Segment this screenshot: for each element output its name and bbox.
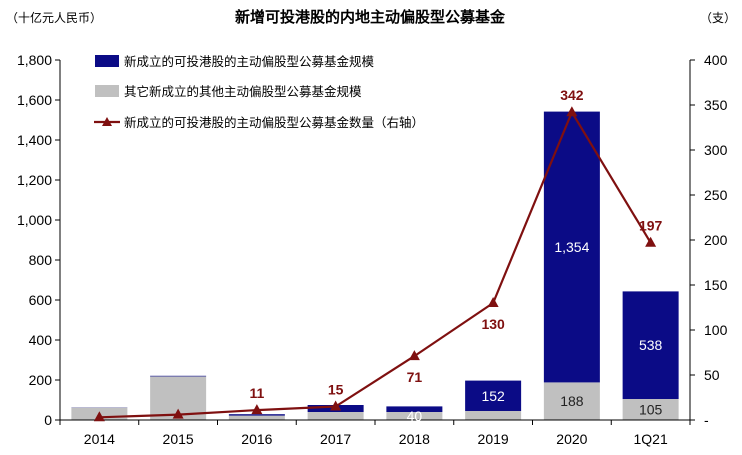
bar-bottom-2018 <box>386 412 443 420</box>
right-tick-label: 400 <box>704 52 728 68</box>
bar-bottom-2017 <box>307 412 364 420</box>
x-tick-label: 2016 <box>241 431 272 447</box>
legend-label-bottom-bar: 其它新成立的其他主动偏股型公募基金规模 <box>124 84 362 99</box>
line-data-label-1Q21: 197 <box>639 218 663 234</box>
x-tick-label: 2020 <box>556 431 587 447</box>
bar-top-2016 <box>228 414 285 416</box>
x-tick-label: 2018 <box>399 431 430 447</box>
legend-swatch-top-bar <box>95 55 119 67</box>
data-labels-layer: 11 15 71 130 342 197 152 1,354 538 40 188 105 <box>249 87 662 424</box>
bar-bottom-data-label-2020: 188 <box>560 393 584 409</box>
right-tick-label: 250 <box>704 187 728 203</box>
bar-bottom-data-label-1Q21: 105 <box>639 402 663 418</box>
right-tick-label: 50 <box>704 367 720 383</box>
line-data-label-2019: 130 <box>481 316 505 332</box>
bar-top-data-label-2020: 1,354 <box>554 239 589 255</box>
bar-bottom-data-label-2018: 40 <box>407 408 423 424</box>
line-marker-2018 <box>408 350 420 361</box>
line-data-label-2018: 71 <box>407 369 423 385</box>
legend-label-top-bar: 新成立的可投港股的主动偏股型公募基金规模 <box>124 54 375 69</box>
bar-bottom-1Q21 <box>622 399 679 420</box>
right-tick-label: 350 <box>704 97 728 113</box>
right-tick-label: 100 <box>704 322 728 338</box>
x-tick-label: 1Q21 <box>634 431 668 447</box>
axes-layer: 0 200 400 600 800 1,000 1,200 1,400 1,600 1,800 - 5… <box>17 52 728 447</box>
left-tick-label: 1,000 <box>17 212 52 228</box>
line-data-label-2016: 11 <box>249 385 264 401</box>
right-tick-label: - <box>704 412 709 428</box>
bar-bottom-2020 <box>543 382 600 420</box>
line-marker-2016 <box>251 404 263 415</box>
line-series-count <box>99 111 652 419</box>
left-tick-label: 400 <box>29 332 53 348</box>
line-marker-1Q21 <box>645 236 657 247</box>
line-marker-2019 <box>487 297 499 307</box>
left-tick-label: 1,800 <box>17 52 52 68</box>
bar-top-2018 <box>386 406 443 412</box>
bars-layer <box>71 111 679 420</box>
left-tick-label: 600 <box>29 292 53 308</box>
legend-swatch-bottom-bar <box>95 85 119 97</box>
legend-label-line: 新成立的可投港股的主动偏股型公募基金数量（右轴） <box>124 115 424 130</box>
left-tick-label: 1,600 <box>17 92 52 108</box>
bar-bottom-2019 <box>465 411 522 420</box>
right-tick-label: 300 <box>704 142 728 158</box>
bar-top-2015 <box>150 375 207 377</box>
x-tick-label: 2015 <box>163 431 194 447</box>
legend: 新成立的可投港股的主动偏股型公募基金规模 其它新成立的其他主动偏股型公募基金规模… <box>94 54 424 130</box>
bar-top-1Q21 <box>622 291 679 399</box>
x-tick-label: 2019 <box>478 431 509 447</box>
left-tick-label: 1,400 <box>17 132 52 148</box>
left-tick-label: 800 <box>29 252 53 268</box>
line-marker-2015 <box>172 408 184 419</box>
left-tick-label: 0 <box>44 412 52 428</box>
bar-bottom-2016 <box>228 415 285 420</box>
right-tick-label: 150 <box>704 277 728 293</box>
line-data-label-2017: 15 <box>328 382 344 398</box>
bar-top-data-label-1Q21: 538 <box>639 337 663 353</box>
left-tick-label: 200 <box>29 372 53 388</box>
left-axis-unit: （十亿元人民币） <box>6 10 102 25</box>
bar-top-data-label-2019: 152 <box>481 388 505 404</box>
x-tick-label: 2017 <box>320 431 351 447</box>
bar-top-2019 <box>465 380 522 411</box>
line-marker-2014 <box>93 411 105 422</box>
right-tick-label: 200 <box>704 232 728 248</box>
line-marker-2020 <box>566 106 578 117</box>
line-marker-2017 <box>330 400 342 411</box>
line-layer <box>93 106 657 422</box>
chart-title: 新增可投港股的内地主动偏股型公募基金 <box>235 8 506 26</box>
left-tick-label: 1,200 <box>17 172 52 188</box>
legend-triangle-marker <box>102 117 112 126</box>
line-data-label-2020: 342 <box>560 87 584 103</box>
x-tick-label: 2014 <box>84 431 115 447</box>
right-axis-unit: （支） <box>700 11 736 25</box>
